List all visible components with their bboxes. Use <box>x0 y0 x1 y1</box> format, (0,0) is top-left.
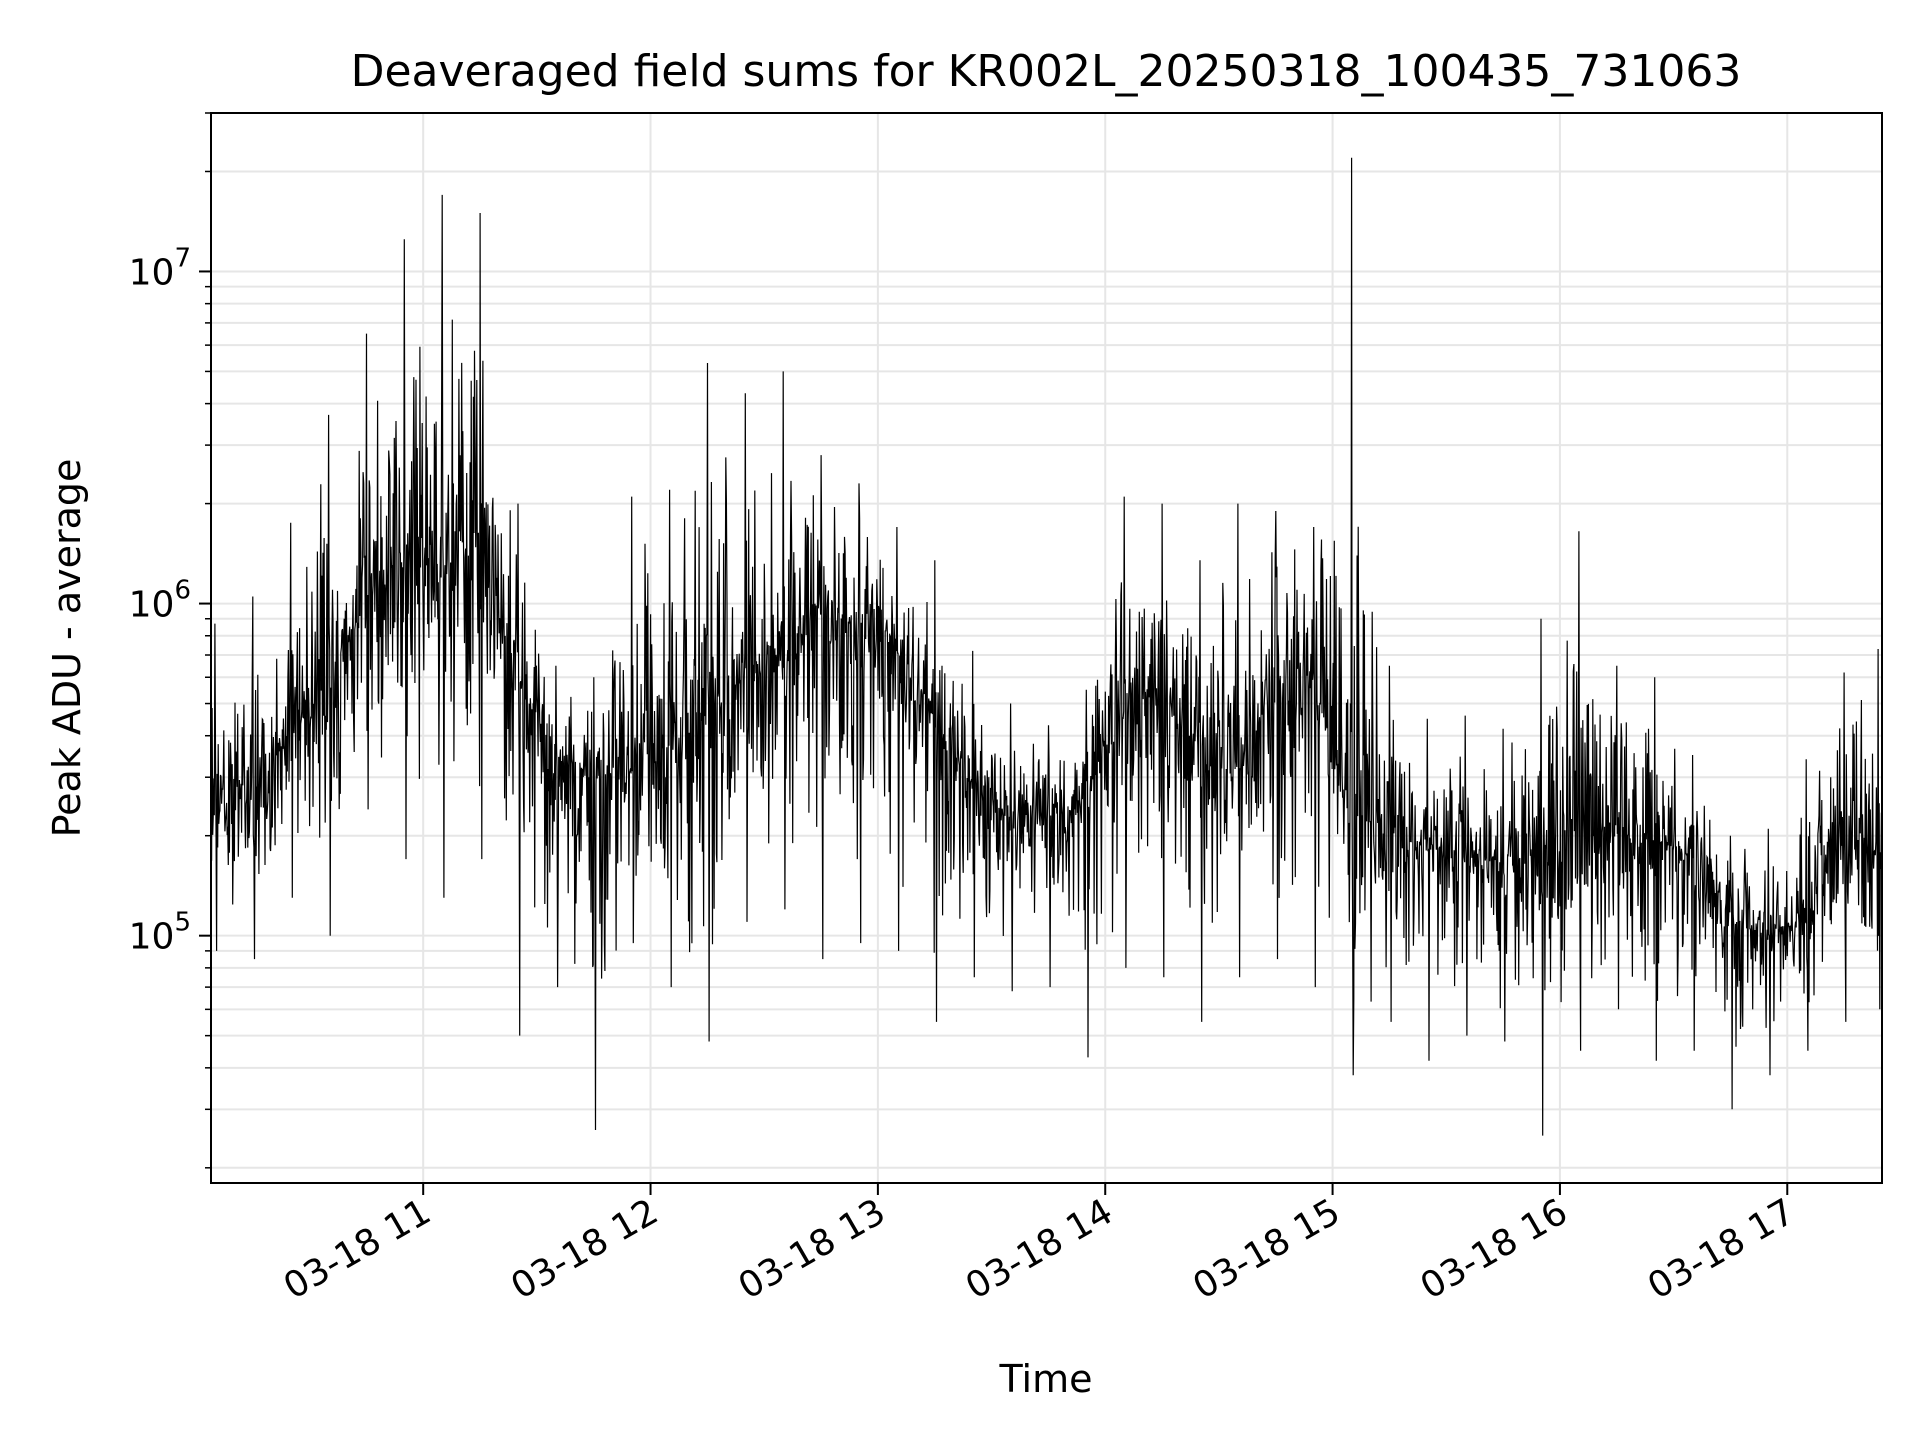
y-axis: 105 106 107 <box>129 112 211 1169</box>
y-tick-label: 106 <box>129 576 191 626</box>
y-tick-label: 107 <box>129 243 191 293</box>
plot-frame <box>210 112 1883 1184</box>
y-axis-label: Peak ADU - average <box>45 459 89 838</box>
y-tick-label: 105 <box>129 908 191 958</box>
x-axis-label: Time <box>999 1357 1093 1401</box>
plot-line <box>210 157 1883 1136</box>
series-line <box>210 157 1883 1136</box>
chart-title: Deaveraged field sums for KR002L_2025031… <box>351 46 1742 97</box>
